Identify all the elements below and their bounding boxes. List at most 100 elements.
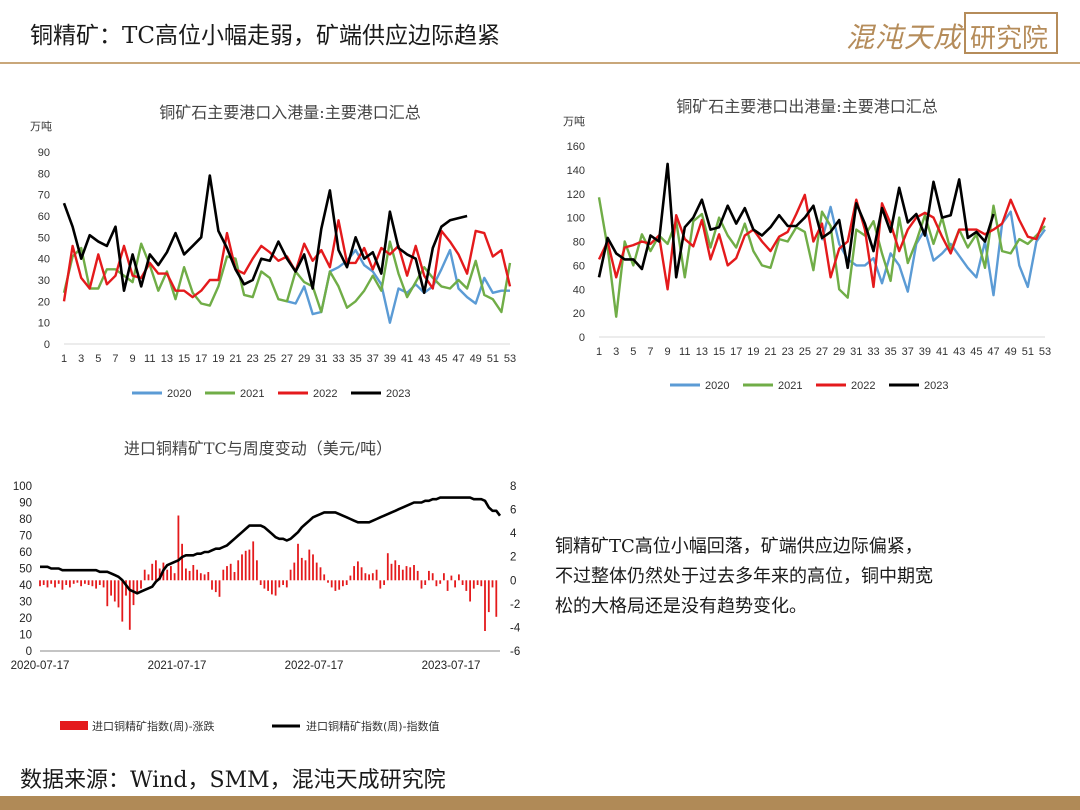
tc-change-bar [458,574,460,581]
tc-change-bar [405,566,408,581]
x-tick-label: 47 [987,346,999,358]
tc-change-bar [39,580,41,587]
tc-change-bar [323,574,326,581]
legend-label-2022: 2022 [851,380,875,392]
tc-change-bar [237,560,240,581]
chart-title: 进口铜精矿TC与周度变动（美元/吨） [124,439,392,458]
x-tick-label: 41 [401,353,413,365]
tc-change-bar [252,541,255,581]
tc-change-bar [375,569,378,581]
tc-change-bar [465,580,468,591]
y-tick-label: 0 [44,339,50,351]
tc-change-bar [398,565,400,581]
tc-change-bar [128,580,131,630]
tc-change-bar [450,575,453,581]
comment-line: 松的大格局还是没有趋势变化。 [555,596,807,617]
y-tick-label: 140 [567,165,585,177]
tc-change-bar [495,580,498,617]
tc-change-bar [121,580,124,622]
tc-change-bar [61,580,64,590]
x-tick-label: 51 [1022,346,1034,358]
y-left-tick-label: 0 [26,646,32,658]
tc-change-bar [185,568,187,581]
tc-change-bar [110,580,112,596]
legend-label-index: 进口铜精矿指数(周)-指数值 [306,719,440,733]
x-tick-label: 25 [264,353,276,365]
x-tick-label: 1 [61,353,67,365]
tc-change-bar [248,549,251,581]
tc-change-bar [54,580,56,588]
y-tick-label: 40 [38,254,50,266]
tc-change-bar [98,580,101,585]
x-tick-label: 21 [229,353,241,365]
tc-change-bar [50,580,53,584]
y-tick-label: 120 [567,189,585,201]
tc-change-bar [476,580,479,585]
x-tick-label: 47 [452,353,464,365]
x-tick-label: 2022-07-17 [285,660,344,672]
x-tick-label: 11 [679,346,690,358]
x-tick-label: 51 [487,353,499,365]
tc-change-bar [431,573,434,581]
logo-box: 研究院 [964,12,1058,54]
x-tick-label: 25 [799,346,811,358]
tc-change-bar [491,580,494,588]
y-left-tick-label: 50 [19,564,32,576]
x-tick-label: 31 [315,353,327,365]
y-right-tick-label: 6 [510,505,516,517]
x-tick-label: 13 [696,346,708,358]
x-tick-label: 33 [867,346,879,358]
x-tick-label: 37 [902,346,914,358]
y-left-tick-label: 60 [19,547,32,559]
comment-line: 不过整体仍然处于过去多年来的高位，铜中期宽 [555,566,933,587]
legend-swatch-change [60,721,88,730]
tc-change-bar [304,560,307,581]
tc-change-bar [334,580,337,591]
x-tick-label: 9 [130,353,136,365]
series-line-2023 [62,174,468,295]
tc-change-bar [140,580,142,589]
x-tick-label: 45 [435,353,447,365]
tc-change-bar [226,566,228,581]
tc-change-bar [155,560,157,581]
tc-change-bar [364,573,367,581]
x-tick-label: 35 [884,346,896,358]
tc-change-bar [413,565,415,581]
tc-change-bar [439,580,442,584]
y-tick-label: 30 [38,275,50,287]
y-right-tick-label: -2 [510,599,520,611]
tc-change-bar [379,580,382,589]
tc-change-bar [170,566,172,581]
tc-change-bar [401,569,404,581]
tc-change-bar [229,563,232,581]
x-tick-label: 19 [212,353,224,365]
y-tick-label: 80 [573,237,585,249]
tc-change-bar [177,515,180,581]
legend-label-2022: 2022 [313,388,337,400]
x-tick-label: 17 [195,353,207,365]
tc-change-bar [420,580,423,589]
tc-change-bar [293,562,296,581]
tc-change-bar [271,580,273,595]
x-tick-label: 17 [730,346,742,358]
x-tick-label: 19 [747,346,759,358]
y-right-tick-label: 4 [510,528,517,540]
y-left-tick-label: 90 [19,498,32,510]
tc-change-bar [91,580,94,587]
y-right-tick-label: -6 [510,646,520,658]
series-line-2021 [62,240,512,314]
tc-change-bar [76,580,79,583]
y-tick-label: 70 [38,190,50,202]
tc-index-line [40,496,502,595]
tc-change-bar [233,572,236,581]
tc-change-bar [469,580,471,602]
tc-change-bar [218,580,221,597]
tc-change-bar [484,580,486,631]
series-line-2023 [597,162,995,279]
x-tick-label: 15 [713,346,725,358]
tc-change-bar [345,580,348,585]
y-left-tick-label: 80 [19,514,32,526]
y-tick-label: 40 [573,284,585,296]
y-right-tick-label: -4 [510,622,521,634]
